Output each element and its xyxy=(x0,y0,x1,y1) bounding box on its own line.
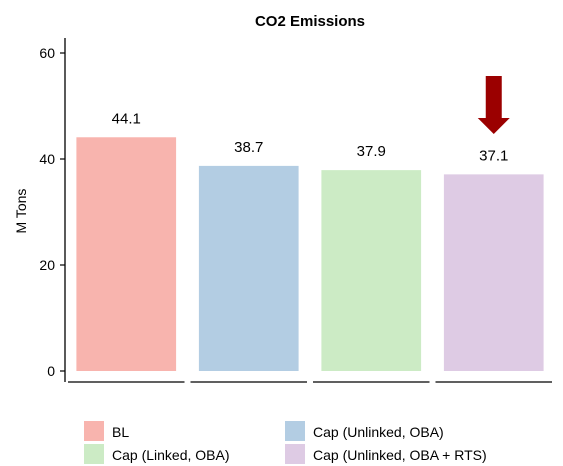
highlight-arrow-group xyxy=(477,76,510,134)
legend: BL Cap (Unlinked, OBA) Cap (Linked, OBA) Ca… xyxy=(84,421,487,464)
legend-swatch xyxy=(84,444,104,464)
data-label: 38.7 xyxy=(234,139,263,156)
bar xyxy=(443,174,544,371)
y-tick-label: 40 xyxy=(39,151,55,167)
legend-label: BL xyxy=(112,424,129,440)
arrow-down-icon xyxy=(477,76,510,134)
bars-group xyxy=(76,137,544,371)
y-tick-label: 20 xyxy=(39,257,55,273)
legend-swatch xyxy=(84,421,104,441)
y-axis-ticks: 0 20 40 60 xyxy=(39,45,65,379)
bar xyxy=(76,137,177,371)
y-tick-label: 0 xyxy=(47,363,55,379)
bar xyxy=(321,170,422,371)
chart-title: CO2 Emissions xyxy=(255,13,365,30)
y-axis-label: M Tons xyxy=(13,189,29,234)
legend-swatch xyxy=(285,444,305,464)
data-label: 37.9 xyxy=(357,143,386,160)
y-tick-label: 60 xyxy=(39,45,55,61)
legend-label: Cap (Unlinked, OBA) xyxy=(313,424,444,440)
bar xyxy=(198,165,299,371)
legend-label: Cap (Linked, OBA) xyxy=(112,447,230,463)
data-label: 37.1 xyxy=(479,147,508,164)
legend-swatch xyxy=(285,421,305,441)
data-labels-group: 44.1 38.7 37.9 37.1 xyxy=(112,110,509,164)
data-label: 44.1 xyxy=(112,110,141,127)
legend-label: Cap (Unlinked, OBA + RTS) xyxy=(313,447,487,463)
